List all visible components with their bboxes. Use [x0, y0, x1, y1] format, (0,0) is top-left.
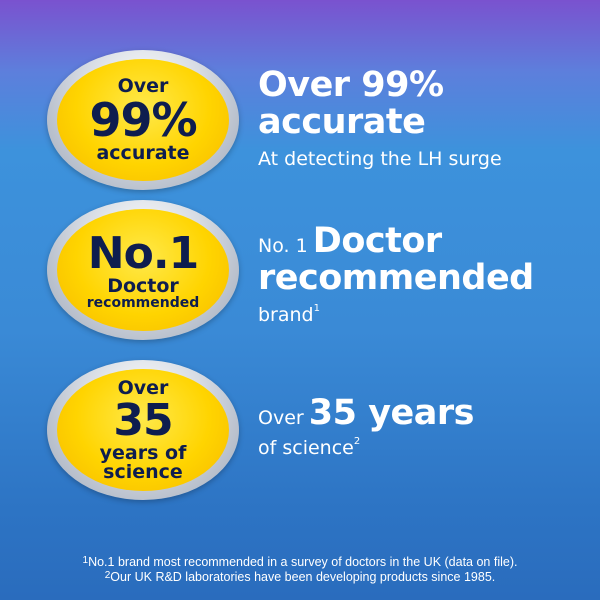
badge-top-text: Over [117, 376, 169, 399]
claim-prefix: Over [258, 407, 304, 429]
claim-subtext: of science [258, 437, 354, 459]
claim-subtext: brand [258, 304, 314, 326]
claim-heading: Over 99% [258, 65, 444, 105]
badge-bottom-text: science [103, 460, 183, 483]
claim-heading-2: recommended [258, 258, 534, 298]
badge-bottom-text: recommended [86, 294, 200, 311]
badge-top-text: Over [117, 75, 169, 97]
badge-big-text: 35 [113, 394, 173, 446]
badge-big-text: 99% [89, 93, 197, 147]
footnote-mark: 2 [104, 570, 111, 581]
badge-mid-text: years of [99, 441, 187, 464]
footnote-text: Our UK R&D laboratories have been develo… [110, 570, 496, 584]
badge-accuracy: Over 99% accurate [47, 50, 239, 190]
claim-science: Over 35 years of science2 [258, 396, 474, 458]
claim-accuracy: Over 99% accurate At detecting the LH su… [258, 68, 502, 169]
claim-heading: Doctor [312, 221, 442, 261]
footnotes: 1No.1 brand most recommended in a survey… [0, 555, 600, 585]
claim-prefix: No. 1 [258, 235, 308, 257]
claim-doctor: No. 1 Doctor recommended brand1 [258, 224, 534, 325]
footnote-1: 1No.1 brand most recommended in a survey… [0, 555, 600, 570]
badge-big-text: No.1 [87, 227, 199, 279]
claim-heading: 35 years [308, 393, 475, 433]
claim-heading-2: accurate [258, 102, 426, 142]
badge-science: Over 35 years of science [47, 360, 239, 500]
badge-doctor: No.1 Doctor recommended [47, 200, 239, 340]
footnote-ref: 1 [313, 303, 320, 314]
footnote-mark: 1 [82, 555, 89, 566]
footnote-2: 2Our UK R&D laboratories have been devel… [0, 570, 600, 585]
badge-bottom-text: accurate [96, 142, 190, 164]
footnote-text: No.1 brand most recommended in a survey … [88, 555, 518, 569]
footnote-ref: 2 [353, 436, 361, 447]
badge-mid-text: Doctor [107, 274, 179, 297]
claim-subtext: At detecting the LH surge [258, 148, 502, 170]
